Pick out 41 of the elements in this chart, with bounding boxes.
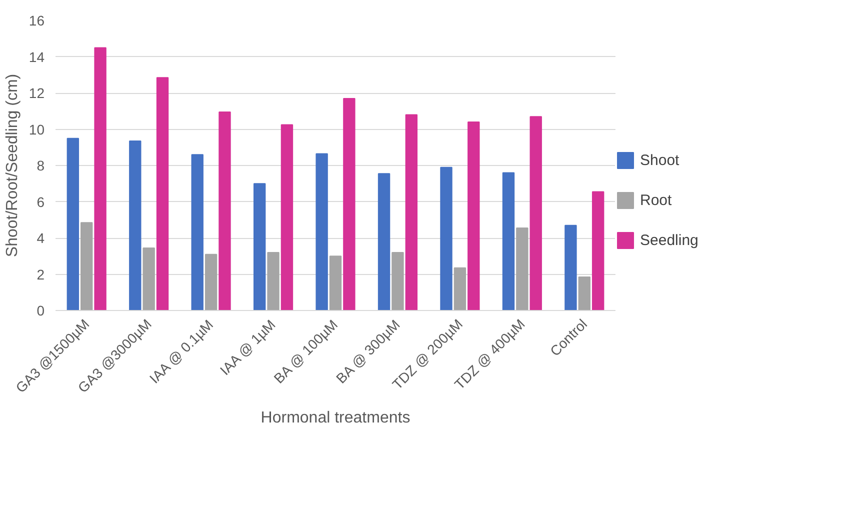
bar [218, 112, 231, 310]
bar [343, 98, 356, 310]
bar [392, 252, 404, 310]
y-tick-label: 16 [28, 12, 45, 28]
bar [156, 77, 169, 310]
bar [129, 140, 142, 310]
bar [468, 122, 480, 310]
bar [329, 256, 342, 310]
bar [191, 154, 204, 310]
y-tick-label: 2 [36, 266, 45, 282]
bar [592, 191, 604, 310]
bar [530, 116, 542, 310]
y-tick-label: 8 [36, 158, 45, 174]
y-tick-label: 14 [28, 48, 45, 65]
y-tick-label: 4 [36, 230, 45, 246]
legend-label: Shoot [640, 152, 680, 168]
legend-label: Seedling [640, 232, 698, 248]
bar [316, 153, 328, 310]
bar [440, 166, 452, 310]
bar [502, 172, 515, 310]
y-tick-label: 10 [28, 121, 45, 138]
y-tick-label: 6 [36, 194, 45, 210]
bar [253, 183, 266, 310]
bar [80, 222, 93, 310]
bar [378, 173, 390, 310]
bar [204, 254, 218, 310]
bar [516, 228, 528, 310]
x-axis-title: Hormonal treatments [260, 409, 410, 426]
bar [267, 252, 280, 310]
bar [454, 267, 466, 310]
bar [66, 138, 80, 310]
y-axis-title: Shoot/Root/Seedling (cm) [4, 74, 21, 258]
y-tick-label: 0 [36, 302, 45, 318]
bar [564, 224, 577, 310]
bar [94, 47, 106, 310]
y-tick-label: 12 [28, 85, 45, 101]
legend-label: Root [640, 192, 672, 208]
bar [578, 276, 590, 310]
bar [405, 114, 418, 310]
bar [280, 124, 294, 310]
bar [142, 247, 155, 310]
